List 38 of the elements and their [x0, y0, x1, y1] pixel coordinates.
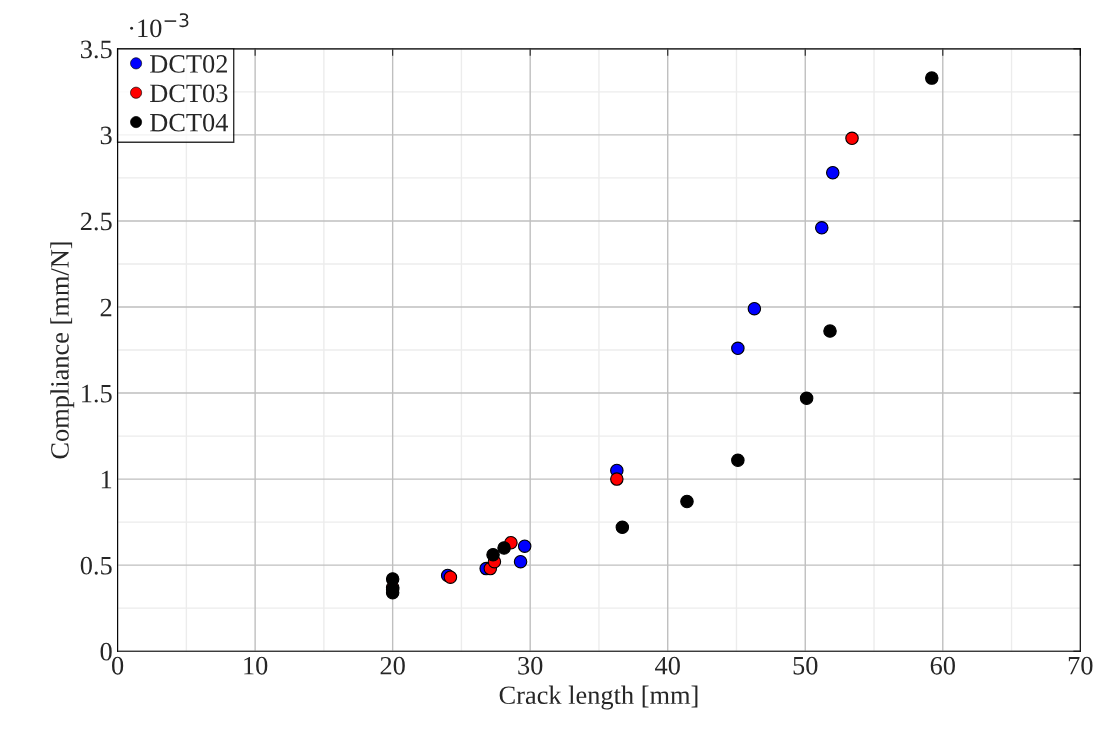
y-tick-label: 2.5 — [80, 212, 112, 231]
y-axis-title: Compliance [mm/N] — [50, 242, 75, 459]
y-tick-label: 0.5 — [80, 556, 112, 575]
point — [513, 554, 528, 569]
y-tick-label: 0 — [100, 642, 112, 661]
x-tick-label: 0 — [112, 656, 124, 675]
point — [747, 301, 762, 316]
x-tick-label: 70 — [1068, 656, 1093, 675]
legend-label: DCT02 — [150, 55, 227, 73]
y-tick-label: 3.5 — [81, 40, 112, 59]
text: ·10$^{−3}$ — [130, 13, 189, 38]
point — [814, 221, 829, 235]
x-tick-label: 60 — [930, 656, 955, 675]
point — [610, 472, 624, 486]
point — [517, 539, 532, 553]
y-tick-label: 3 — [100, 126, 112, 145]
y-tick-label: 1.5 — [82, 384, 112, 403]
x-tick-label: 30 — [518, 656, 543, 675]
point — [925, 71, 939, 85]
legend-label: DCT04 — [150, 113, 229, 132]
y-tick-label: 2 — [100, 298, 112, 317]
point — [845, 131, 859, 146]
point — [615, 520, 630, 535]
point — [799, 391, 814, 405]
y-tick-label: 1 — [101, 470, 112, 489]
point — [731, 341, 745, 356]
x-tick-label: 20 — [380, 656, 405, 675]
legend-label: DCT03 — [150, 84, 228, 103]
x-tick-label: 10 — [244, 656, 268, 675]
point — [823, 324, 837, 338]
point — [731, 453, 745, 467]
point — [680, 494, 694, 509]
point — [486, 548, 500, 562]
x-tick-label: 50 — [793, 656, 818, 675]
point — [497, 541, 511, 555]
point — [825, 165, 840, 180]
x-tick-label: 40 — [655, 656, 680, 675]
x-axis-title: Crack length [mm] — [499, 685, 698, 710]
